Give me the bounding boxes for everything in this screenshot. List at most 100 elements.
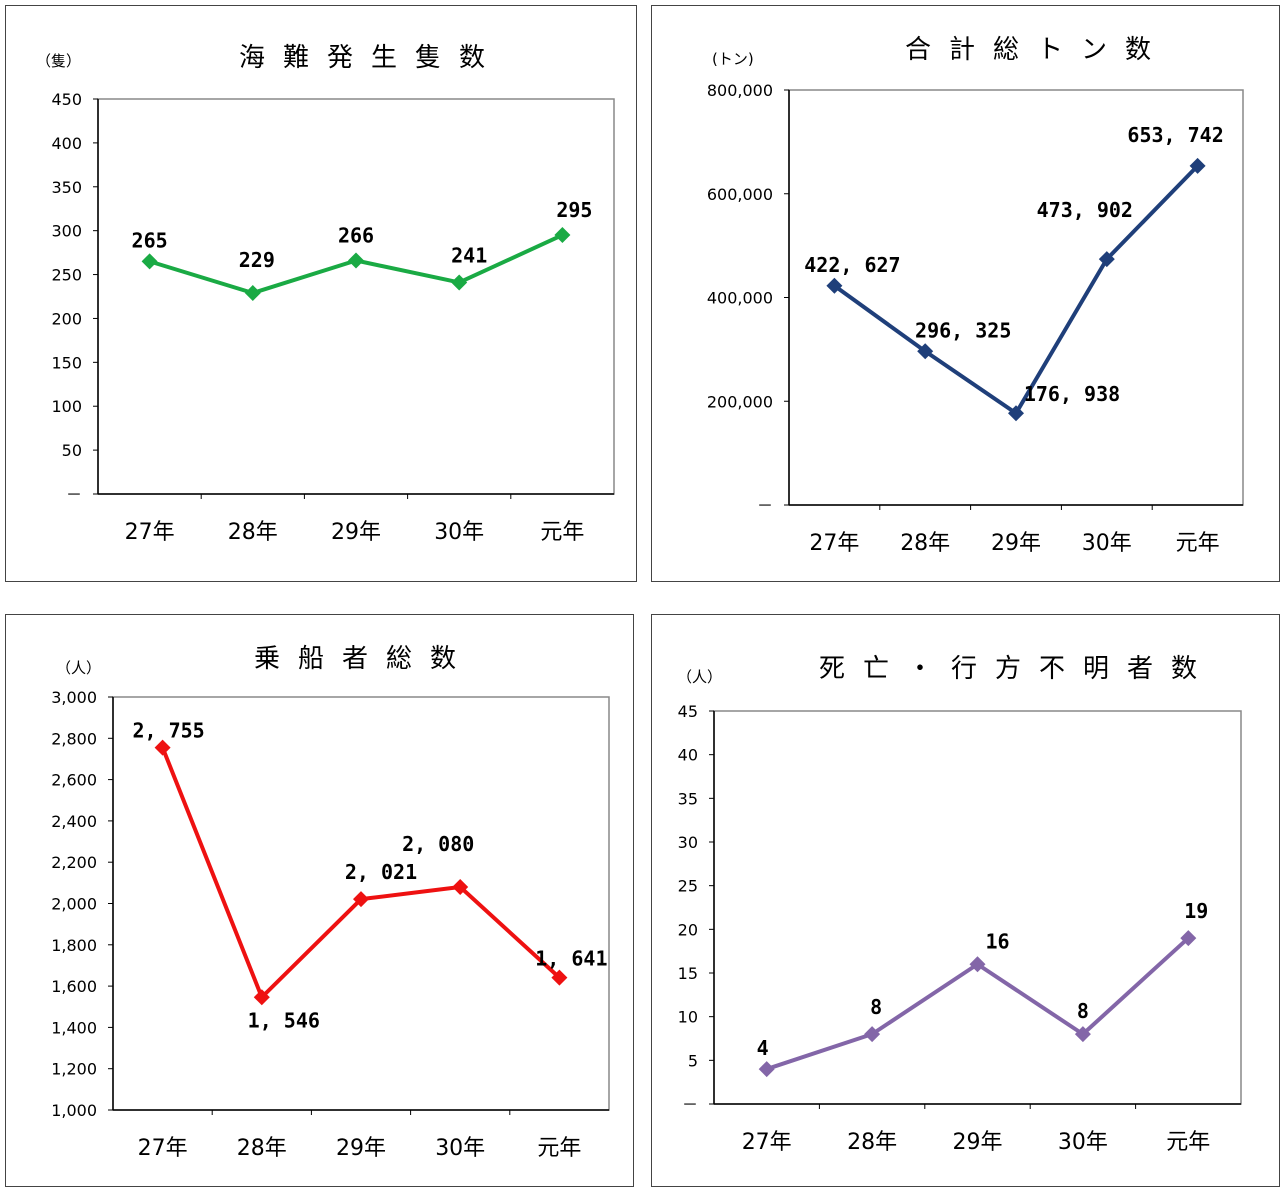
y-tick-label: 45 — [678, 702, 698, 721]
x-tick-label: 27年 — [742, 1130, 792, 1155]
y-tick-label: 600,000 — [707, 185, 773, 204]
x-tick-label: 30年 — [434, 520, 484, 545]
y-tick-label: 2,200 — [51, 853, 97, 872]
x-tick-label: 29年 — [336, 1136, 386, 1161]
data-label: 296, 325 — [915, 318, 1011, 342]
data-point-marker — [1189, 157, 1206, 174]
data-point-marker — [253, 989, 270, 1006]
y-tick-label: 200,000 — [707, 392, 773, 411]
y-tick-label: － — [757, 496, 773, 515]
unit-label: （隻） — [36, 52, 81, 70]
y-tick-label: 25 — [678, 877, 698, 896]
y-tick-label: － — [66, 485, 82, 504]
x-tick-label: 28年 — [237, 1136, 287, 1161]
data-point-marker — [1098, 251, 1115, 268]
data-label: 16 — [985, 929, 1009, 953]
data-point-marker — [826, 277, 843, 294]
unit-label: (トン) — [712, 50, 754, 68]
data-point-marker — [1008, 405, 1024, 422]
y-tick-label: － — [682, 1095, 698, 1114]
x-tick-label: 30年 — [1082, 531, 1132, 556]
x-tick-label: 28年 — [228, 520, 278, 545]
data-label: 4 — [757, 1036, 769, 1060]
y-tick-label: 10 — [678, 1008, 698, 1027]
chart-panel-total-tonnage: 合計総トン数 (トン) － 200,000 400,000 600,000 800,000 2… — [651, 5, 1280, 582]
chart-panel-total-passengers: 乗船者総数 （人） 1,000 1,200 1,400 1,600 1,800 2,000 2,… — [5, 614, 634, 1187]
data-point-marker — [758, 1061, 775, 1078]
y-tick-label: 400 — [51, 134, 82, 153]
y-tick-label: 15 — [678, 964, 698, 983]
data-label: 422, 627 — [804, 253, 900, 277]
data-label: 1, 546 — [248, 1008, 320, 1032]
chart-panel-vessel-incidents: 海難発生隻数 （隻） － 50 100 150 200 250 300 350 400 450 27年 2… — [5, 5, 637, 582]
chart-svg: 合計総トン数 (トン) － 200,000 400,000 600,000 800,000 2… — [707, 35, 1244, 556]
plot-area-frame — [713, 710, 1242, 1105]
unit-label: （人） — [677, 668, 722, 686]
x-tick-label: 29年 — [991, 531, 1041, 556]
y-tick-label: 2,000 — [51, 895, 97, 914]
y-tick-label: 50 — [62, 441, 82, 460]
unit-label: （人） — [56, 659, 101, 677]
y-tick-label: 1,600 — [51, 977, 97, 996]
y-tick-label: 350 — [51, 178, 82, 197]
chart-title: 乗船者総数 — [254, 644, 474, 674]
y-tick-label: 20 — [678, 920, 698, 939]
y-tick-label: 5 — [688, 1051, 698, 1070]
data-point-marker — [452, 878, 469, 895]
y-tick-label: 200 — [51, 309, 82, 328]
x-tick-label: 30年 — [1058, 1130, 1108, 1155]
y-tick-label: 2,400 — [51, 812, 97, 831]
y-tick-label: 1,000 — [51, 1101, 97, 1120]
x-tick-label: 28年 — [847, 1130, 897, 1155]
y-tick-label: 1,200 — [51, 1060, 97, 1079]
data-point-marker — [141, 253, 158, 270]
data-label: 8 — [870, 995, 882, 1019]
data-point-marker — [917, 343, 934, 360]
data-point-marker — [353, 891, 369, 908]
data-label: 473, 902 — [1037, 198, 1133, 222]
data-point-marker — [864, 1026, 881, 1043]
data-point-marker — [551, 969, 568, 986]
chart-title: 海難発生隻数 — [239, 43, 503, 73]
y-tick-label: 1,400 — [51, 1018, 97, 1037]
x-tick-label: 29年 — [953, 1130, 1003, 1155]
chart-title: 合計総トン数 — [905, 35, 1169, 65]
data-label: 2, 021 — [345, 860, 417, 884]
data-label: 266 — [338, 224, 374, 248]
data-label: 241 — [451, 243, 487, 267]
data-label: 1, 641 — [535, 947, 607, 971]
y-tick-label: 2,800 — [51, 729, 97, 748]
plot-area-frame — [788, 89, 1244, 506]
data-label: 8 — [1077, 999, 1089, 1023]
x-tick-label: 27年 — [809, 531, 859, 556]
chart-title: 死亡・行方不明者数 — [819, 654, 1215, 684]
y-tick-label: 400,000 — [707, 289, 773, 308]
data-point-marker — [1180, 930, 1197, 947]
data-label: 19 — [1184, 899, 1208, 923]
data-point-marker — [969, 956, 986, 973]
y-tick-label: 35 — [678, 789, 698, 808]
x-tick-label: 元年 — [1166, 1130, 1210, 1155]
chart-svg: 死亡・行方不明者数 （人） － 5 10 15 20 25 30 35 40 45 27年 28年 29年 3… — [677, 654, 1242, 1155]
y-tick-label: 100 — [51, 397, 82, 416]
x-tick-label: 30年 — [435, 1136, 485, 1161]
y-tick-label: 800,000 — [707, 81, 773, 100]
x-tick-label: 28年 — [900, 531, 950, 556]
x-tick-label: 元年 — [540, 520, 584, 545]
x-tick-label: 27年 — [125, 520, 175, 545]
data-point-marker — [154, 739, 171, 756]
plot-area-frame — [97, 98, 615, 495]
x-tick-label: 29年 — [331, 520, 381, 545]
data-point-marker — [244, 284, 261, 301]
chart-svg: 海難発生隻数 （隻） － 50 100 150 200 250 300 350 400 450 27年 2… — [36, 43, 615, 545]
data-point-marker — [1074, 1026, 1091, 1043]
y-tick-label: 40 — [678, 746, 698, 765]
chart-panel-deaths-missing: 死亡・行方不明者数 （人） － 5 10 15 20 25 30 35 40 45 27年 28年 29年 3… — [651, 614, 1280, 1187]
data-point-marker — [451, 274, 468, 291]
y-tick-label: 300 — [51, 222, 82, 241]
y-tick-label: 2,600 — [51, 771, 97, 790]
x-tick-label: 元年 — [1176, 531, 1220, 556]
data-label: 229 — [239, 248, 275, 272]
data-label: 265 — [132, 228, 168, 252]
y-tick-label: 150 — [51, 353, 82, 372]
